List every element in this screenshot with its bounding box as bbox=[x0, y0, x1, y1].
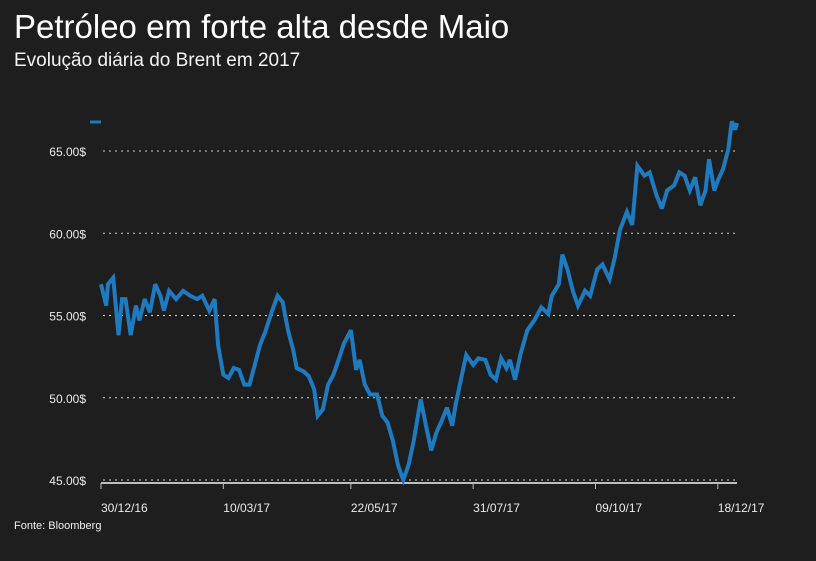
x-tick-label: 30/12/16 bbox=[101, 501, 148, 515]
brent-price-line bbox=[99, 120, 739, 486]
x-tick-label: 18/12/17 bbox=[718, 501, 765, 515]
chart-subtitle: Evolução diária do Brent em 2017 bbox=[14, 50, 301, 71]
y-tick-label: 55.00$ bbox=[49, 310, 86, 324]
x-tick-label: 09/10/17 bbox=[595, 501, 642, 515]
y-tick-label: 65.00$ bbox=[49, 145, 86, 159]
y-tick-label: 50.00$ bbox=[49, 392, 86, 406]
x-tick-label: 10/03/17 bbox=[223, 501, 270, 515]
x-tick-label: 31/07/17 bbox=[473, 501, 520, 515]
x-tick-label: 22/05/17 bbox=[351, 501, 398, 515]
y-tick-label: 45.00$ bbox=[49, 474, 86, 488]
chart-title: Petróleo em forte alta desde Maio bbox=[14, 8, 510, 45]
source-note: Fonte: Bloomberg bbox=[14, 520, 102, 532]
y-tick-label: 60.00$ bbox=[49, 227, 86, 241]
